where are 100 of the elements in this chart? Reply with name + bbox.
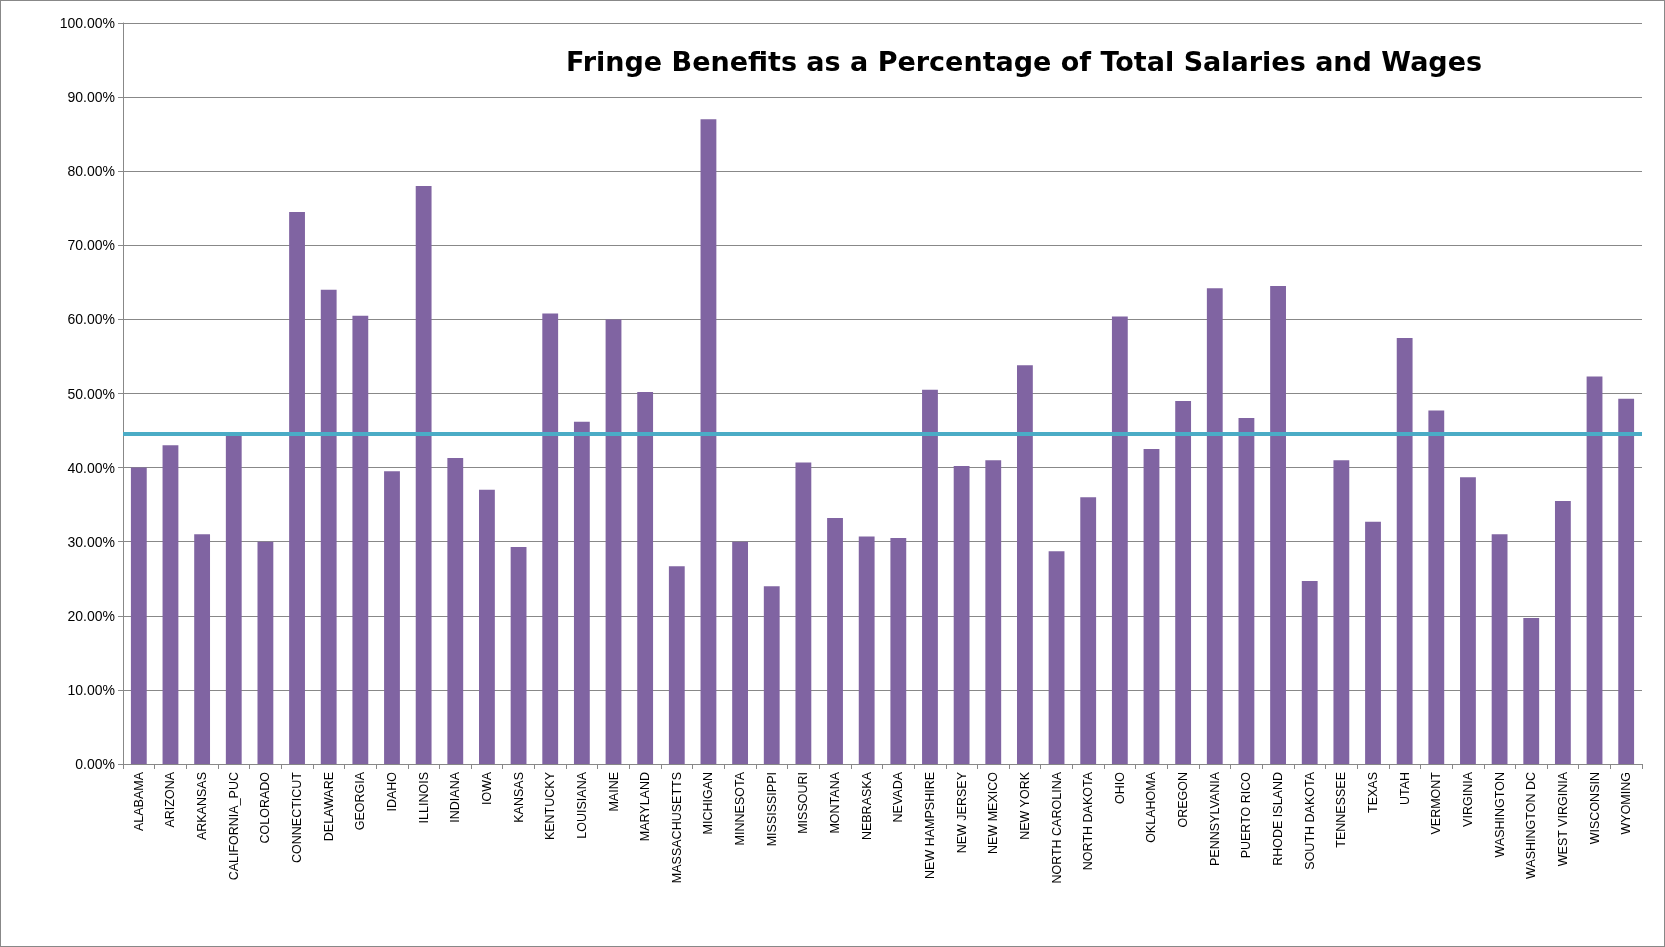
x-tick-label: KANSAS (511, 772, 526, 823)
x-tick-label: NEBRASKA (859, 771, 874, 841)
x-tick-label: NEW HAMPSHIRE (922, 772, 937, 879)
bar (985, 460, 1002, 764)
bar (890, 538, 907, 764)
x-tick-label: ARKANSAS (195, 772, 210, 841)
x-tick-label: WEST VIRGINIA (1555, 771, 1570, 867)
x-tick-label: MASSACHUSETTS (669, 772, 684, 884)
x-tick-label: PENNSYLVANIA (1207, 771, 1222, 867)
x-tick-label: NORTH DAKOTA (1081, 771, 1096, 871)
bar (510, 546, 527, 764)
x-tick-label: NEW MEXICO (986, 771, 1001, 854)
x-tick-label: UTAH (1397, 772, 1412, 806)
text: Fringe Benefits as a Percentage of Total Salaries and Wages (566, 46, 1483, 77)
bar (922, 389, 938, 764)
bar (415, 186, 432, 764)
x-tick-label: MISSISSIPPI (764, 772, 779, 847)
x-tick-label: LOUISIANA (574, 771, 589, 839)
bar (573, 421, 590, 764)
bar (1016, 365, 1033, 764)
x-tick-label: OHIO (1112, 771, 1127, 804)
x-tick-label: NEW YORK (1017, 771, 1032, 840)
y-tick-label: 100.00% (59, 15, 115, 31)
bar (352, 315, 369, 764)
bar (637, 392, 654, 764)
bar (479, 489, 495, 764)
bar (1428, 410, 1445, 764)
bar (1365, 521, 1381, 764)
x-tick-label: OKLAHOMA (1144, 771, 1159, 843)
bar (1080, 497, 1097, 764)
x-tick-label: ILLINOIS (416, 772, 431, 824)
bar (732, 541, 749, 764)
bar (1270, 286, 1286, 764)
y-tick-label: 40.00% (67, 459, 115, 476)
x-tick-label: RHODE ISLAND (1271, 772, 1286, 866)
x-tick-label: DELAWARE (321, 772, 336, 842)
bar (1175, 400, 1192, 764)
x-tick-label: OREGON (1176, 772, 1191, 828)
bar (384, 471, 400, 764)
bar (700, 119, 717, 764)
x-tick-label: NEVADA (891, 771, 906, 823)
bar (289, 211, 305, 764)
bar (447, 457, 464, 764)
bar (1586, 376, 1603, 764)
x-tick-label: IDAHO (384, 771, 399, 812)
x-tick-label: CONNECTICUT (290, 771, 305, 863)
bar (763, 586, 780, 764)
bar (1206, 288, 1223, 764)
y-tick-label: 30.00% (67, 533, 115, 550)
x-tick-label: CALIFORNIA_PUC (226, 772, 241, 881)
x-tick-label: KENTUCKY (543, 771, 558, 841)
bar (1554, 500, 1571, 764)
bar (1301, 580, 1318, 764)
y-tick-label: 50.00% (67, 385, 115, 402)
x-tick-label: ALABAMA (131, 771, 146, 832)
bar (953, 466, 970, 764)
bar (257, 541, 274, 764)
bar (605, 319, 622, 764)
bar (668, 566, 685, 764)
bar (320, 289, 337, 764)
bar (1048, 551, 1065, 764)
x-tick-label: SOUTH DAKOTA (1302, 771, 1317, 870)
x-tick-label: MICHIGAN (701, 772, 716, 835)
y-tick-label: 90.00% (67, 89, 115, 106)
y-tick-label: 60.00% (67, 311, 115, 328)
bar (194, 534, 211, 764)
x-tick-label: VIRGINIA (1460, 771, 1475, 827)
x-tick-label: MISSOURI (796, 772, 811, 834)
x-tick-label: TEXAS (1366, 772, 1381, 813)
x-tick-label: WASHINGTON DC (1524, 772, 1539, 879)
x-tick-label: MAINE (606, 772, 621, 812)
bar (1143, 449, 1160, 764)
bar (1396, 337, 1413, 764)
bar (225, 434, 242, 764)
x-tick-label: IOWA (479, 771, 494, 805)
bar (1333, 460, 1350, 764)
x-tick-label: GEORGIA (353, 771, 368, 831)
bar (1238, 417, 1255, 764)
y-tick-label: 80.00% (67, 163, 115, 180)
bar (858, 536, 875, 764)
x-tick-label: MONTANA (828, 771, 843, 834)
bar (1523, 618, 1540, 764)
bar (542, 313, 559, 764)
bar (795, 462, 812, 764)
x-tick-label: TENNESSEE (1334, 772, 1349, 848)
x-tick-label: WASHINGTON (1492, 772, 1507, 858)
y-tick-label: 0.00% (75, 756, 115, 772)
y-tick-label: 20.00% (67, 607, 115, 624)
bar (827, 517, 843, 764)
x-tick-label: ARIZONA (163, 771, 178, 828)
x-tick-label: PUERTO RICO (1239, 771, 1254, 859)
bar (1111, 316, 1128, 764)
x-tick-label: NORTH CAROLINA (1049, 771, 1064, 884)
x-tick-label: INDIANA (448, 771, 463, 823)
x-tick-label: WISCONSIN (1587, 772, 1602, 845)
x-tick-label: MINNESOTA (733, 771, 748, 846)
x-tick-label: WYOMING (1619, 772, 1634, 835)
y-tick-label: 10.00% (67, 681, 115, 698)
bar (1618, 398, 1635, 764)
bar (130, 467, 147, 764)
